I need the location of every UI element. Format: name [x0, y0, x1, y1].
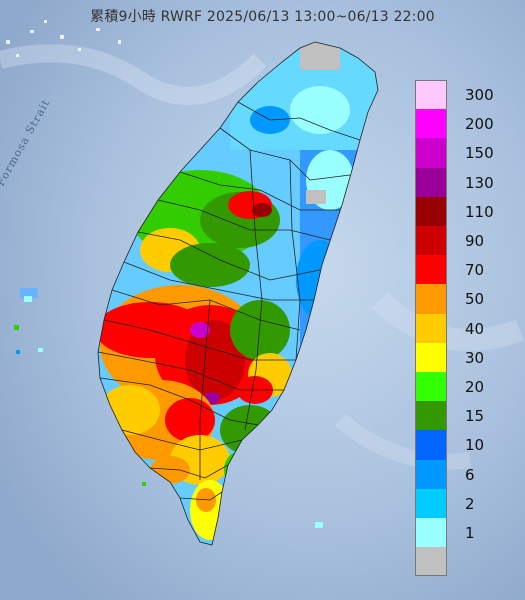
legend-label: 30 — [465, 348, 485, 367]
legend-swatch — [415, 518, 447, 548]
legend-swatch — [415, 80, 447, 110]
legend-swatch — [415, 401, 447, 431]
legend-label: 150 — [465, 144, 494, 163]
legend-swatch — [415, 226, 447, 256]
legend-label: 6 — [465, 465, 475, 484]
legend-swatch — [415, 167, 447, 197]
legend-label: 90 — [465, 232, 485, 250]
legend-swatch — [415, 284, 447, 314]
legend-swatch — [415, 488, 447, 518]
legend-swatch — [415, 547, 447, 577]
legend-label: 10 — [465, 436, 485, 455]
legend-label: 15 — [465, 407, 485, 426]
legend-label: 40 — [465, 319, 485, 338]
legend-swatch — [415, 430, 447, 460]
legend-swatch — [415, 372, 447, 402]
legend-swatch — [415, 109, 447, 139]
sea-rain-dots — [14, 288, 323, 528]
legend-label: 1 — [465, 524, 475, 542]
legend-swatch — [415, 459, 447, 489]
color-legend: 300 200 150 130 110 90 70 50 40 30 20 15 10 6 2 1 — [415, 80, 520, 577]
legend-swatch — [415, 342, 447, 372]
cloud-streak — [0, 44, 267, 105]
boundaries — [97, 41, 379, 546]
legend-label: 110 — [465, 202, 494, 221]
map-title: 累積9小時 RWRF 2025/06/13 13:00~06/13 22:00 — [90, 9, 435, 25]
legend-label: 130 — [465, 173, 494, 192]
legend-swatch — [415, 196, 447, 226]
legend-label: 20 — [465, 378, 485, 396]
legend-label: 2 — [465, 494, 475, 513]
legend-label: 70 — [465, 261, 485, 280]
legend-label: 50 — [465, 290, 485, 309]
cloud-streak — [334, 413, 472, 470]
legend-swatch — [415, 313, 447, 343]
legend-label: 300 — [465, 86, 494, 104]
cloud-clutter — [6, 20, 121, 57]
legend-swatch — [415, 138, 447, 168]
legend-swatch — [415, 255, 447, 285]
legend-label: 200 — [465, 115, 494, 134]
